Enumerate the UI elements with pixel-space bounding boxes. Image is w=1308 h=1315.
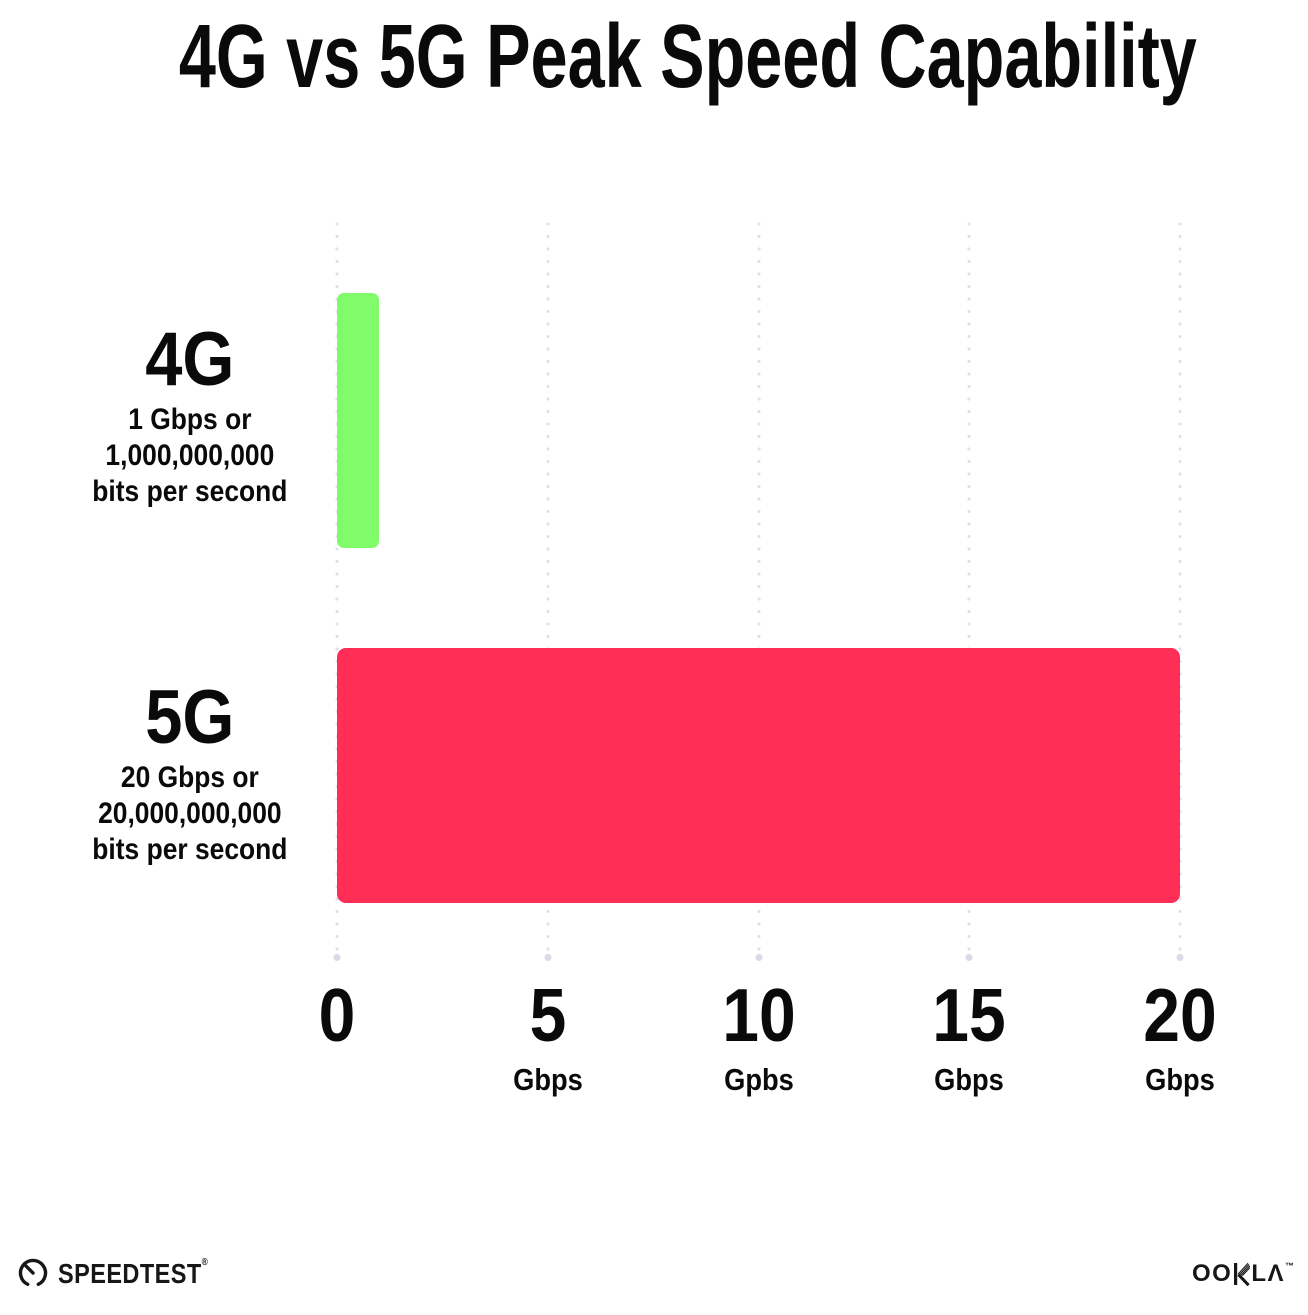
x-tick-10: 10 Gpbs bbox=[717, 973, 800, 1097]
row-name-4g: 4G bbox=[145, 317, 235, 402]
x-tick-5: 5 Gbps bbox=[508, 973, 587, 1097]
speedtest-gauge-icon bbox=[16, 1256, 50, 1290]
gridline-15 bbox=[967, 222, 972, 959]
speedtest-logo: SPEEDTEST® bbox=[16, 1256, 236, 1290]
x-tick-15-value: 15 bbox=[932, 973, 1006, 1057]
ookla-hatched-k-icon bbox=[1233, 1262, 1251, 1286]
row-desc-4g-line3: bits per second bbox=[92, 475, 288, 508]
row-name-5g: 5G bbox=[145, 675, 235, 760]
ookla-wordmark: OO LΛ ™ bbox=[1192, 1260, 1294, 1288]
x-tick-20: 20 Gbps bbox=[1138, 973, 1221, 1097]
ookla-trademark: ™ bbox=[1285, 1261, 1294, 1271]
x-tick-5-unit: Gbps bbox=[512, 1062, 583, 1097]
x-tick-20-value: 20 bbox=[1143, 973, 1217, 1057]
bar-5g bbox=[337, 648, 1180, 903]
speedtest-text: SPEEDTEST bbox=[58, 1257, 202, 1289]
gridline-10 bbox=[756, 222, 761, 959]
speedtest-trademark: ® bbox=[201, 1256, 208, 1268]
ookla-text-la: LΛ bbox=[1251, 1260, 1285, 1287]
x-axis: 0 5 Gbps 10 Gpbs 15 Gbps 20 Gbp bbox=[319, 973, 1217, 1098]
gridline-0 bbox=[335, 222, 339, 959]
x-tick-0-unit bbox=[319, 1064, 356, 1095]
row-label-4g: 4G 1 Gbps or 1,000,000,000 bits per seco… bbox=[30, 322, 350, 510]
row-desc-5g: 20 Gbps or 20,000,000,000 bits per secon… bbox=[92, 760, 287, 868]
x-tick-15: 15 Gbps bbox=[928, 973, 1011, 1097]
ookla-text-oo: OO bbox=[1191, 1260, 1233, 1287]
x-tick-10-unit: Gpbs bbox=[723, 1062, 794, 1097]
row-desc-4g-line2: 1,000,000,000 bbox=[105, 439, 275, 472]
x-tick-0: 0 bbox=[316, 978, 358, 1095]
x-tick-10-value: 10 bbox=[721, 973, 796, 1057]
x-tick-5-value: 5 bbox=[529, 973, 567, 1057]
page-title: 4G vs 5G Peak Speed Capability bbox=[0, 10, 1308, 105]
gridline-20 bbox=[1178, 222, 1182, 959]
row-desc-5g-line1: 20 Gbps or bbox=[121, 761, 259, 794]
speedtest-wordmark: SPEEDTEST® bbox=[58, 1257, 208, 1290]
x-tick-15-unit: Gbps bbox=[934, 1062, 1005, 1097]
bar-4g bbox=[337, 293, 380, 548]
chart-plot-area bbox=[335, 222, 1182, 959]
row-desc-4g: 1 Gbps or 1,000,000,000 bits per second bbox=[92, 402, 287, 510]
x-tick-0-value: 0 bbox=[318, 973, 356, 1057]
x-tick-20-unit: Gbps bbox=[1145, 1062, 1215, 1097]
ookla-logo: OO LΛ ™ bbox=[1192, 1260, 1294, 1288]
row-desc-5g-line3: bits per second bbox=[92, 833, 288, 866]
row-desc-5g-line2: 20,000,000,000 bbox=[98, 797, 282, 830]
page-title-text: 4G vs 5G Peak Speed Capability bbox=[178, 7, 1197, 107]
row-label-5g: 5G 20 Gbps or 20,000,000,000 bits per se… bbox=[30, 680, 350, 868]
row-desc-4g-line1: 1 Gbps or bbox=[128, 403, 252, 436]
gridline-5 bbox=[545, 222, 550, 959]
